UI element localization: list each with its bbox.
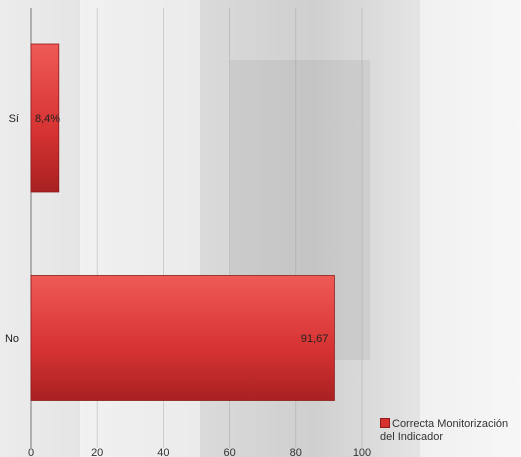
bars [30, 43, 335, 401]
category-label: No [5, 333, 19, 345]
x-tick-label: 40 [157, 447, 169, 457]
x-tick-label: 100 [353, 447, 371, 457]
x-tick-label: 20 [91, 447, 103, 457]
labels: 0 20 40 60 80 100 Sí 8,4% No 91,67 [5, 113, 371, 457]
background-panel [420, 0, 521, 457]
x-tick-label: 80 [290, 447, 302, 457]
legend-swatch [380, 418, 390, 428]
data-label: 8,4% [35, 113, 60, 125]
legend: Correcta Monitorización del Indicador [380, 418, 521, 444]
bar-2 [30, 275, 335, 401]
category-label: Sí [9, 113, 19, 125]
x-tick-label: 0 [28, 447, 34, 457]
x-tick-label: 60 [223, 447, 235, 457]
legend-label: Correcta Monitorización del Indicador [380, 418, 509, 443]
bar-1 [30, 43, 60, 193]
data-label: 91,67 [301, 333, 329, 345]
